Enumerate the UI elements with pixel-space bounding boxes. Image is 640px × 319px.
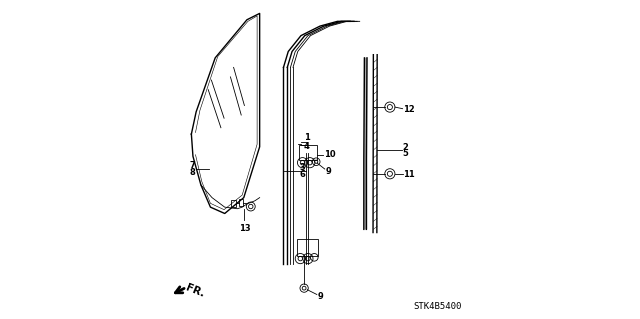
Bar xyxy=(239,198,243,205)
Text: 8: 8 xyxy=(189,168,195,177)
Text: 2: 2 xyxy=(403,143,408,152)
Bar xyxy=(300,145,317,160)
Bar xyxy=(231,199,236,206)
Text: 11: 11 xyxy=(403,170,415,179)
Text: 9: 9 xyxy=(325,167,331,176)
Text: 1: 1 xyxy=(304,133,310,142)
Text: 12: 12 xyxy=(403,105,415,114)
Text: FR.: FR. xyxy=(184,283,206,299)
Text: 7: 7 xyxy=(189,161,195,170)
Text: 4: 4 xyxy=(304,142,310,151)
Text: 5: 5 xyxy=(403,149,408,158)
Text: 13: 13 xyxy=(239,224,250,233)
Bar xyxy=(297,239,318,256)
Text: STK4B5400: STK4B5400 xyxy=(413,302,461,311)
Text: 10: 10 xyxy=(324,150,335,159)
Text: 6: 6 xyxy=(299,170,305,179)
Text: 9: 9 xyxy=(317,292,323,301)
Text: 3: 3 xyxy=(300,163,305,172)
